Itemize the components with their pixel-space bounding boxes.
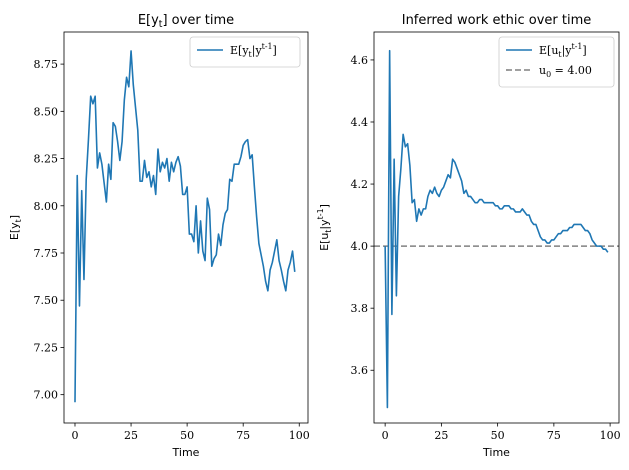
- y-tick-label: 3.6: [351, 364, 369, 377]
- y-tick-label: 4.0: [351, 240, 369, 253]
- x-tick-label: 0: [382, 429, 389, 442]
- legend-label-2: u0​ = 4.00: [539, 64, 592, 79]
- legend: E[ut​|yt-1​] u0​ = 4.00: [498, 36, 615, 88]
- x-tick-label: 100: [289, 429, 310, 442]
- x-tick-label: 25: [434, 429, 448, 442]
- y-tick-label: 4.2: [351, 178, 369, 191]
- y-axis-label: E[yt​]: [8, 215, 23, 240]
- y-tick-label: 3.8: [351, 302, 369, 315]
- y-tick-label: 8.50: [34, 105, 59, 118]
- legend: E[yt​|yt-1​]: [189, 36, 301, 68]
- chart-title: E[yt​] over time: [138, 13, 234, 30]
- chart-2: 0 25 50 75 100 3.6 3.8 4.0 4.2 4.4 4.6 Inferred wor…: [316, 13, 621, 459]
- y-tick-label: 7.50: [34, 294, 59, 307]
- x-tick-label: 0: [71, 429, 78, 442]
- y-axis-label: E[ut​|yt-1​]: [316, 204, 333, 251]
- y-tick-label: 4.6: [351, 54, 369, 67]
- y-tick-label: 7.00: [34, 389, 59, 402]
- legend-label-1: E[ut​|yt-1​]: [539, 42, 587, 59]
- legend-box: [189, 36, 301, 68]
- x-tick-label: 25: [124, 429, 138, 442]
- x-tick-label: 75: [236, 429, 250, 442]
- x-tick-label: 50: [491, 429, 505, 442]
- y-tick-label: 8.00: [34, 200, 59, 213]
- x-tick-label: 100: [600, 429, 621, 442]
- y-tick-label: 8.25: [34, 153, 59, 166]
- legend-label-1: E[yt​|yt-1​]: [230, 42, 277, 59]
- x-tick-label: 75: [547, 429, 561, 442]
- chart-1: 0 25 50 75 100 7.00 7.25 7.50 7.75 8.00 8.25 8.50 8.…: [8, 13, 310, 459]
- chart-title: Inferred work ethic over time: [402, 13, 592, 28]
- y-tick-label: 7.75: [34, 247, 59, 260]
- series-line-1: [384, 49, 609, 409]
- x-axis-label: Time: [482, 446, 510, 459]
- x-axis-label: Time: [172, 446, 200, 459]
- axes-frame: [63, 31, 309, 424]
- y-tick-label: 4.4: [351, 116, 369, 129]
- y-tick-label: 8.75: [34, 58, 59, 71]
- axes-frame: [373, 31, 620, 424]
- y-tick-label: 7.25: [34, 341, 59, 354]
- x-tick-label: 50: [180, 429, 194, 442]
